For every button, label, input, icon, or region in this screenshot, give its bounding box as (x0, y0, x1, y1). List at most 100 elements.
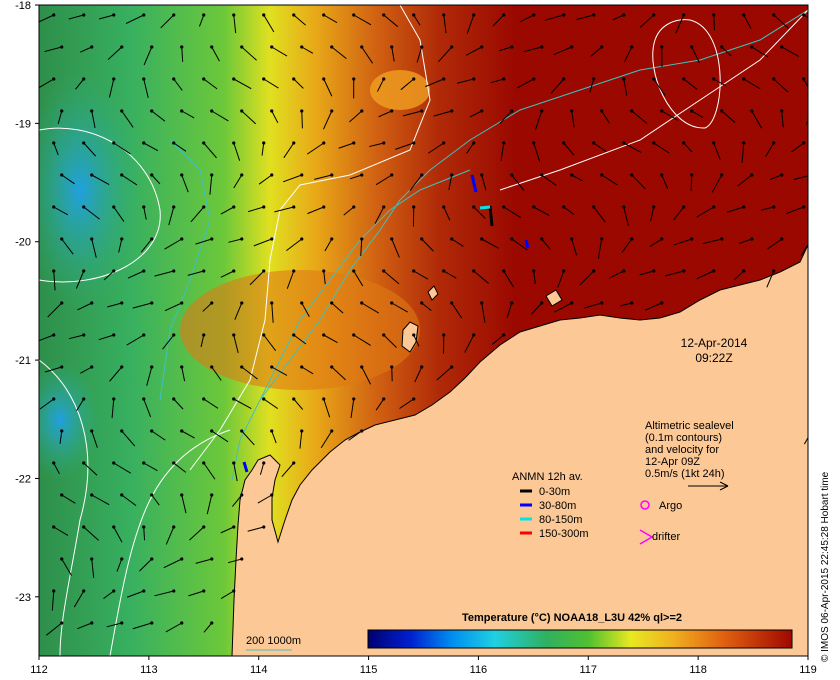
velocity-arrow-dot (742, 205, 746, 209)
velocity-arrow-dot (390, 237, 394, 241)
velocity-arrow (39, 14, 54, 23)
y-tick-label: -23 (15, 592, 31, 604)
velocity-arrow (143, 462, 158, 472)
velocity-arrow (481, 174, 487, 191)
x-tick-label: 112 (30, 664, 48, 676)
velocity-arrow (533, 206, 550, 216)
velocity-arrow-dot (270, 173, 274, 177)
velocity-arrow (293, 398, 304, 410)
velocity-arrow-dot (442, 269, 446, 273)
velocity-arrow-dot (442, 141, 446, 145)
velocity-arrow-dot (60, 621, 64, 625)
velocity-arrow-dot (300, 109, 304, 113)
velocity-arrow-dot (780, 237, 784, 241)
velocity-arrow (491, 334, 505, 345)
velocity-arrow (696, 206, 715, 218)
velocity-arrow-dot (352, 141, 356, 145)
x-tick-label: 117 (580, 664, 598, 676)
velocity-arrow-dot (142, 77, 146, 81)
velocity-arrow-dot (412, 397, 416, 401)
velocity-arrow (203, 78, 218, 90)
velocity-arrow-dot (292, 397, 296, 401)
velocity-arrow (557, 270, 565, 288)
velocity-arrow (650, 206, 655, 222)
velocity-arrow (132, 622, 152, 630)
velocity-arrow (76, 398, 85, 411)
velocity-arrow-dot (120, 237, 124, 241)
velocity-arrow (57, 110, 63, 125)
velocity-arrow-dot (510, 237, 514, 241)
velocity-arrow (151, 430, 166, 441)
velocity-arrow-dot (120, 493, 124, 497)
velocity-arrow-dot (540, 301, 544, 305)
velocity-arrow (39, 398, 55, 410)
velocity-arrow-dot (532, 77, 536, 81)
velocity-arrow (220, 526, 234, 534)
velocity-arrow (402, 110, 422, 117)
velocity-arrow-dot (600, 237, 604, 241)
velocity-arrow-dot (510, 109, 514, 113)
velocity-arrow (503, 270, 514, 288)
velocity-arrow-dot (360, 429, 364, 433)
velocity-arrow-dot (262, 525, 266, 529)
velocity-arrow (353, 14, 372, 26)
velocity-arrow-dot (60, 365, 64, 369)
velocity-arrow (164, 238, 183, 250)
velocity-arrow-dot (330, 237, 334, 241)
velocity-arrow-dot (90, 109, 94, 113)
velocity-arrow-dot (720, 109, 724, 113)
velocity-arrow (253, 238, 272, 247)
velocity-arrow (108, 78, 115, 98)
velocity-arrow-dot (330, 365, 334, 369)
velocity-arrow (421, 302, 432, 312)
velocity-arrow-dot (472, 77, 476, 81)
velocity-arrow (293, 14, 306, 26)
velocity-arrow (738, 238, 752, 245)
velocity-arrow-dot (232, 141, 236, 145)
velocity-arrow (107, 46, 123, 61)
velocity-arrow-dot (202, 589, 206, 593)
velocity-arrow-dot (562, 269, 566, 273)
velocity-arrow-dot (780, 45, 784, 49)
velocity-arrow-dot (232, 13, 236, 17)
velocity-arrow-dot (540, 45, 544, 49)
velocity-arrow (400, 78, 415, 91)
velocity-arrow (258, 174, 273, 185)
velocity-arrow-dot (532, 269, 536, 273)
velocity-arrow (306, 142, 325, 155)
velocity-arrow-dot (90, 429, 94, 433)
velocity-arrow (83, 462, 98, 476)
velocity-arrow-dot (150, 173, 154, 177)
velocity-arrow (451, 238, 464, 247)
velocity-arrow-dot (120, 621, 124, 625)
warm-tongue (180, 270, 420, 390)
velocity-arrow-dot (480, 301, 484, 305)
velocity-arrow (533, 270, 536, 284)
velocity-arrow (293, 334, 307, 345)
y-tick-label: -19 (15, 118, 31, 130)
velocity-arrow-dot (120, 45, 124, 49)
velocity-arrow (47, 302, 63, 318)
velocity-arrow-dot (420, 109, 424, 113)
velocity-arrow-dot (450, 45, 454, 49)
velocity-arrow (374, 206, 385, 224)
velocity-arrow-dot (682, 205, 686, 209)
velocity-arrow (143, 206, 147, 220)
colorbar-tick-label: 26 (404, 661, 416, 673)
velocity-arrow (533, 142, 541, 163)
velocity-arrow-dot (150, 429, 154, 433)
anmn-legend-title: ANMN 12h av. (512, 471, 583, 483)
velocity-arrow-dot (420, 45, 424, 49)
velocity-arrow (653, 142, 670, 154)
velocity-arrow (209, 174, 213, 195)
velocity-arrow (259, 462, 265, 475)
velocity-arrow-dot (202, 525, 206, 529)
velocity-arrow (234, 302, 243, 320)
velocity-arrow (675, 14, 685, 34)
velocity-arrow (247, 526, 264, 532)
velocity-arrow (61, 494, 76, 504)
velocity-arrow (791, 142, 805, 153)
velocity-arrow-dot (390, 365, 394, 369)
velocity-arrow-dot (480, 109, 484, 113)
velocity-arrow-dot (352, 77, 356, 81)
